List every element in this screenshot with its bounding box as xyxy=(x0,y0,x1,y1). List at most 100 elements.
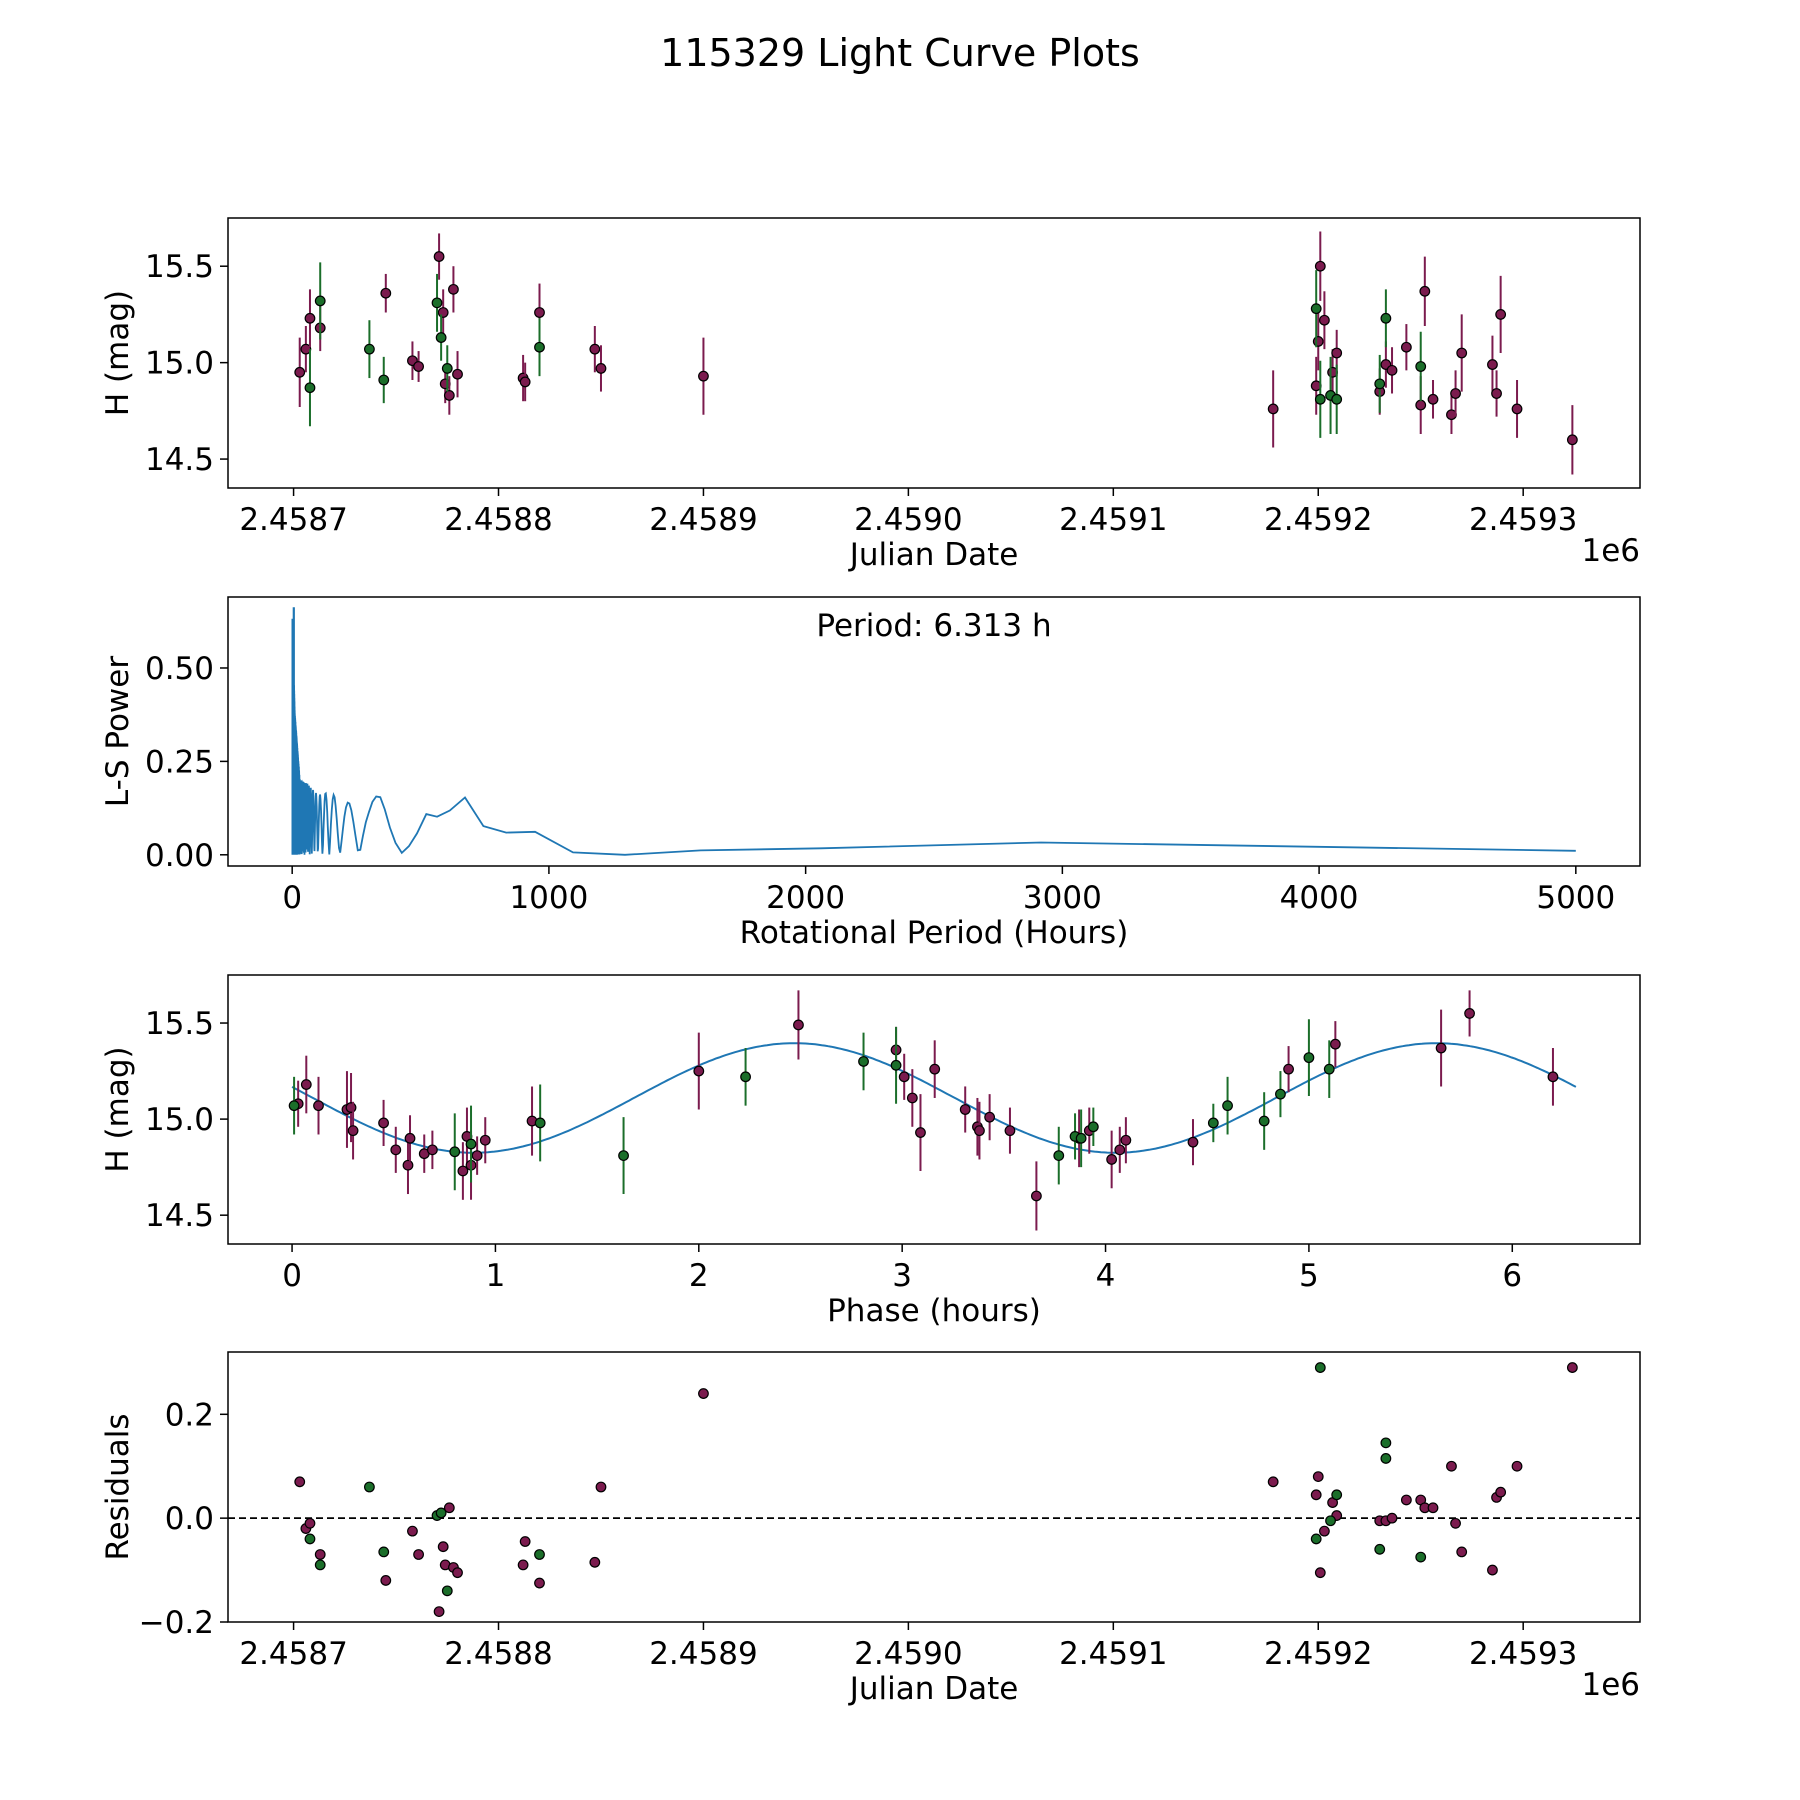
x-tick-label: 2.4587 xyxy=(239,1636,347,1672)
data-point-green xyxy=(378,374,390,386)
x-tick-label: 0 xyxy=(282,1258,302,1294)
data-point-purple xyxy=(1547,1071,1559,1083)
data-point-green xyxy=(441,363,453,374)
data-point-purple xyxy=(1187,1136,1199,1148)
data-point-purple xyxy=(589,1556,601,1568)
x-tick-label: 1000 xyxy=(509,880,588,916)
data-point-purple xyxy=(300,1079,312,1090)
x-tick-label: 3 xyxy=(892,1258,912,1294)
data-point-green xyxy=(1207,1117,1219,1129)
data-point-purple xyxy=(304,312,316,324)
data-point-green xyxy=(1314,393,1326,405)
data-point-purple xyxy=(479,1134,491,1146)
x-offset-label: 1e6 xyxy=(1581,1667,1640,1703)
data-point-green xyxy=(618,1150,629,1162)
x-tick-label: 2.4588 xyxy=(444,502,552,538)
data-point-purple xyxy=(345,1102,357,1113)
data-point-purple xyxy=(1319,1525,1330,1537)
y-tick-label: 14.5 xyxy=(145,1198,214,1234)
data-point-green xyxy=(304,1533,316,1545)
data-point-green xyxy=(1380,312,1392,324)
data-point-green xyxy=(858,1056,869,1067)
data-point-green xyxy=(534,1117,546,1129)
data-point-purple xyxy=(314,1549,326,1560)
data-point-green xyxy=(378,1546,390,1558)
data-point-purple xyxy=(1267,1476,1279,1488)
data-point-purple xyxy=(402,1159,414,1171)
x-tick-label: 2.4591 xyxy=(1059,502,1167,538)
data-point-purple xyxy=(595,363,607,374)
data-point-purple xyxy=(1427,1502,1439,1514)
data-point-green xyxy=(1303,1052,1315,1064)
data-point-purple xyxy=(534,1577,545,1589)
data-point-purple xyxy=(1491,388,1502,399)
x-tick-label: 1 xyxy=(486,1258,506,1294)
data-point-purple xyxy=(1464,1008,1475,1019)
data-point-purple xyxy=(1446,1460,1457,1472)
x-tick-label: 3000 xyxy=(1023,880,1102,916)
x-offset-label: 1e6 xyxy=(1581,533,1640,569)
data-point-purple xyxy=(1487,359,1498,370)
data-point-purple xyxy=(698,370,709,382)
x-tick-label: 2.4587 xyxy=(239,502,347,538)
data-point-purple xyxy=(1331,347,1343,359)
data-point-purple xyxy=(1319,314,1330,326)
phase-folded-panel: 0 1 2 3 4 5 6 14.5 15.0 15.5 Phase (hours) H (mag) xyxy=(100,974,1641,1329)
data-point-green xyxy=(1415,1551,1427,1563)
data-point-green xyxy=(304,382,316,394)
data-point-purple xyxy=(1456,1546,1468,1558)
residuals-panel: 2.4587 2.4588 2.4589 2.4590 2.4591 2.4592 2.45… xyxy=(100,1351,1641,1707)
data-point-purple xyxy=(1004,1125,1016,1137)
data-point-purple xyxy=(906,1092,918,1104)
y-axis-label: H (mag) xyxy=(100,290,136,416)
data-point-purple xyxy=(974,1125,985,1137)
data-point-purple xyxy=(1400,341,1412,353)
data-point-purple xyxy=(380,287,392,299)
x-tick-label: 2.4593 xyxy=(1469,502,1577,538)
x-tick-label: 2 xyxy=(689,1258,709,1294)
data-point-purple xyxy=(437,1541,449,1553)
data-point-purple xyxy=(1435,1042,1447,1054)
axes-frame xyxy=(227,1351,1641,1623)
data-point-purple xyxy=(1106,1154,1118,1165)
x-tick-label: 2.4592 xyxy=(1264,502,1372,538)
x-tick-label: 2000 xyxy=(766,880,845,916)
x-tick-label: 2.4593 xyxy=(1469,1636,1577,1672)
axes-frame xyxy=(227,974,1641,1245)
x-tick-label: 2.4592 xyxy=(1264,1636,1372,1672)
y-tick-label: −0.2 xyxy=(139,1605,214,1641)
y-tick-label: 0.00 xyxy=(145,838,214,874)
data-point-purple xyxy=(519,376,531,388)
data-point-green xyxy=(314,1559,326,1571)
data-point-green xyxy=(364,1481,375,1493)
x-tick-label: 2.4589 xyxy=(649,1636,757,1672)
data-point-purple xyxy=(793,1019,804,1031)
data-point-green xyxy=(1075,1132,1087,1144)
data-point-purple xyxy=(1386,364,1398,376)
x-tick-label: 0 xyxy=(282,880,302,916)
data-point-purple xyxy=(1267,403,1279,415)
data-point-green xyxy=(1325,1515,1336,1527)
data-point-green xyxy=(1380,1437,1392,1449)
y-tick-label: 0.0 xyxy=(165,1501,214,1537)
data-point-green xyxy=(1310,1533,1322,1545)
periodogram-panel: 0 1000 2000 3000 4000 5000 0.00 0.25 0.50 Rotatio… xyxy=(100,596,1641,951)
y-tick-label: 15.0 xyxy=(145,1102,214,1138)
data-point-purple xyxy=(1566,434,1578,446)
data-point-purple xyxy=(426,1144,438,1156)
y-tick-label: 15.0 xyxy=(145,346,214,382)
data-point-green xyxy=(1415,361,1427,372)
data-point-purple xyxy=(517,1559,529,1571)
y-axis-label: H (mag) xyxy=(100,1046,136,1172)
data-point-purple xyxy=(595,1481,607,1493)
data-point-purple xyxy=(1450,1517,1461,1529)
data-point-green xyxy=(288,1100,300,1112)
data-point-green xyxy=(890,1059,902,1071)
data-point-purple xyxy=(1329,1038,1341,1050)
x-tick-label: 6 xyxy=(1502,1258,1522,1294)
data-point-green xyxy=(1087,1121,1099,1133)
data-point-purple xyxy=(1386,1512,1398,1524)
data-point-green xyxy=(465,1138,477,1150)
data-point-green xyxy=(534,1549,545,1560)
